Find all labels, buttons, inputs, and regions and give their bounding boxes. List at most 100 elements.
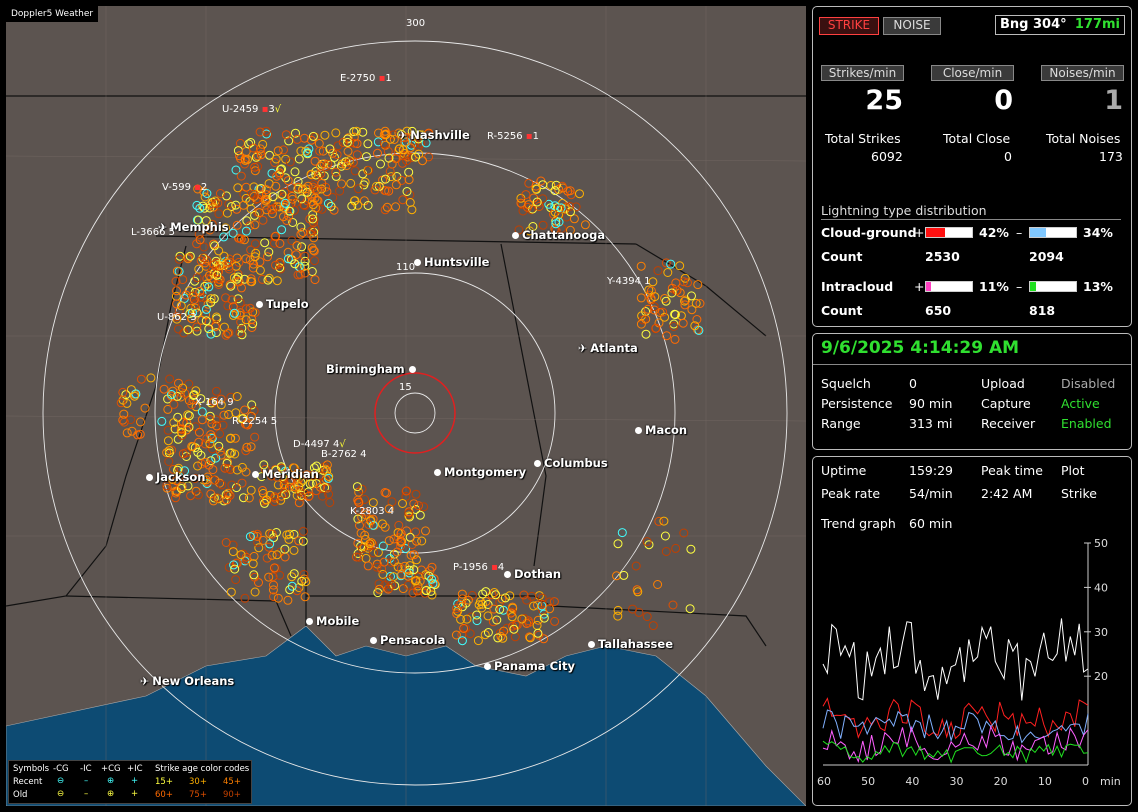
strike-marker — [292, 241, 302, 251]
strike-marker — [264, 273, 274, 283]
strike-marker — [483, 628, 493, 637]
strike-marker — [642, 537, 652, 547]
strike-marker — [211, 453, 221, 463]
strike-marker — [290, 259, 300, 269]
strike-marker — [250, 166, 260, 176]
strike-marker — [419, 502, 429, 512]
strike-marker — [462, 614, 472, 624]
city-dot-icon — [484, 663, 491, 670]
strike-marker — [187, 314, 196, 324]
strike-marker — [404, 508, 414, 518]
strike-marker — [557, 223, 567, 233]
trend-panel: Uptime 159:29 Peak time Plot Peak rate 5… — [812, 456, 1132, 806]
strike-marker — [172, 314, 182, 324]
strike-marker — [385, 134, 395, 144]
strike-marker — [270, 238, 279, 248]
strike-marker — [418, 156, 427, 166]
strike-marker — [231, 575, 241, 585]
strike-marker — [402, 156, 412, 166]
noise-toggle-button[interactable]: NOISE — [883, 17, 941, 35]
strike-marker — [256, 184, 266, 193]
strike-marker — [534, 630, 544, 640]
strike-marker — [306, 169, 316, 179]
strike-marker — [273, 146, 283, 156]
strike-marker — [248, 559, 258, 569]
strike-marker — [391, 180, 401, 190]
strike-marker — [127, 426, 137, 436]
strike-toggle-button[interactable]: STRIKE — [819, 17, 879, 35]
strike-marker — [230, 433, 240, 443]
cg-pos-count: 2530 — [925, 249, 960, 264]
strike-marker — [398, 145, 408, 155]
strike-marker — [227, 202, 236, 211]
strike-marker — [653, 266, 663, 276]
strike-marker — [223, 464, 233, 473]
strike-marker — [180, 466, 190, 476]
strike-marker — [201, 316, 211, 326]
strike-marker — [550, 224, 560, 234]
strike-marker — [483, 611, 493, 621]
trend-line-strikes — [822, 618, 1089, 701]
strike-marker — [217, 480, 227, 490]
strike-marker — [612, 571, 621, 581]
x-tick-label: 60 — [817, 775, 831, 788]
city-dot-icon — [588, 641, 595, 648]
strike-marker — [505, 591, 515, 601]
strike-marker — [551, 225, 561, 235]
strike-marker — [373, 547, 383, 557]
strike-marker — [212, 386, 221, 396]
strike-marker — [317, 204, 327, 214]
strike-marker — [506, 608, 516, 618]
old-neg-cg-icon: ⊖ — [57, 789, 65, 799]
strike-marker — [317, 179, 327, 188]
strike-marker — [636, 319, 646, 329]
strike-marker — [256, 150, 266, 160]
strike-marker — [163, 404, 173, 414]
strike-marker — [357, 484, 367, 494]
strike-marker — [404, 511, 414, 521]
strike-marker — [204, 282, 214, 292]
strike-marker — [662, 331, 672, 341]
strike-marker — [199, 242, 209, 252]
strike-marker — [232, 465, 242, 475]
strike-marker — [247, 314, 257, 324]
strike-marker — [236, 154, 245, 163]
strike-marker — [549, 597, 559, 607]
strike-marker — [229, 308, 239, 318]
strike-marker — [666, 259, 676, 269]
strike-marker — [184, 422, 194, 432]
strike-marker — [538, 180, 548, 190]
close-per-min-label: Close/min — [931, 65, 1014, 81]
strike-marker — [133, 430, 143, 440]
strike-marker — [282, 216, 292, 225]
strike-marker — [220, 463, 230, 473]
distribution-title: Lightning type distribution — [821, 203, 987, 218]
strike-stats-panel: STRIKE NOISE Bng 304° 177mi Strikes/min … — [812, 6, 1132, 327]
strike-marker — [294, 154, 304, 164]
strike-marker — [211, 328, 221, 338]
close-per-min-value: 0 — [994, 85, 1013, 116]
city-jackson: Jackson — [146, 470, 205, 484]
strike-marker — [300, 256, 310, 266]
strike-marker — [309, 246, 319, 256]
strike-marker — [308, 131, 318, 141]
strike-marker — [298, 184, 308, 194]
strike-marker — [394, 533, 403, 543]
cg-neg-sign: – — [1016, 225, 1023, 240]
strike-marker — [228, 228, 238, 238]
ic-neg-sign: – — [1016, 279, 1023, 294]
strike-marker — [223, 301, 233, 311]
y-tick-label: 30 — [1094, 626, 1108, 639]
strike-marker — [219, 322, 229, 332]
strike-marker — [194, 437, 204, 447]
x-unit-label: min — [1100, 775, 1121, 788]
strike-marker — [311, 170, 321, 180]
cg-neg-count: 2094 — [1029, 249, 1064, 264]
lightning-map[interactable]: 300 110 15 Doppler5 Weather ✈ Nashville ✈… — [6, 6, 806, 806]
strike-marker — [408, 588, 418, 598]
strike-marker — [289, 529, 299, 539]
strike-marker — [298, 536, 308, 546]
strike-marker — [549, 209, 558, 219]
strike-marker — [196, 450, 206, 460]
city-nashville: ✈ Nashville — [398, 128, 470, 142]
